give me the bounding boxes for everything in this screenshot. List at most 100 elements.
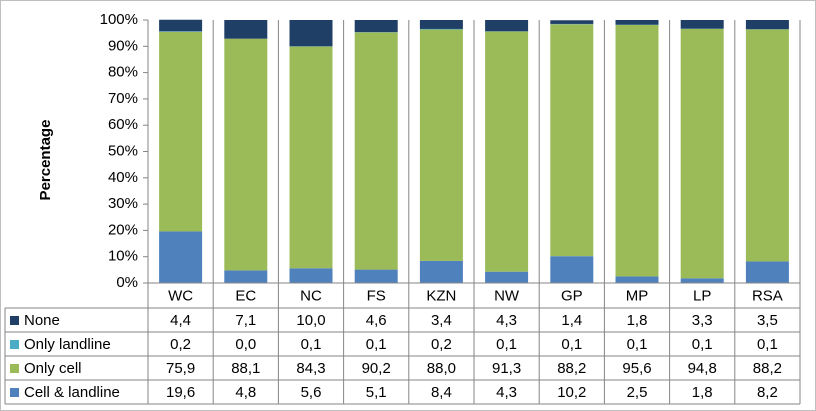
table-value: 0,0	[235, 336, 256, 353]
y-tick-label: 60%	[108, 116, 138, 133]
table-value: 0,1	[561, 336, 582, 353]
bar-segment	[159, 231, 203, 283]
y-tick-label: 70%	[108, 90, 138, 107]
bar-segment	[224, 20, 268, 39]
table-value: 88,2	[557, 360, 586, 377]
bar-segment	[550, 20, 594, 24]
bar-segment	[159, 19, 203, 32]
table-value: 75,9	[166, 360, 195, 377]
bar-segment	[615, 276, 659, 283]
bar-segment	[680, 20, 724, 29]
table-value: 95,6	[622, 360, 651, 377]
table-value: 0,1	[496, 336, 517, 353]
legend-label: None	[24, 312, 60, 329]
y-tick-label: 30%	[108, 195, 138, 212]
bar-segment	[745, 29, 789, 262]
bar-segment	[419, 29, 463, 261]
legend-marker	[10, 340, 19, 349]
bar-segment	[485, 31, 529, 272]
y-tick-label: 40%	[108, 169, 138, 186]
bar-segment	[289, 46, 333, 269]
table-value: 0,1	[627, 336, 648, 353]
table-value: 5,1	[366, 384, 387, 401]
table-value: 4,4	[170, 312, 191, 329]
x-tick-label: MP	[626, 287, 649, 304]
y-tick-label: 100%	[100, 11, 138, 28]
legend-label: Only landline	[24, 336, 111, 353]
bar-segment	[615, 20, 659, 25]
legend-label: Cell & landline	[24, 384, 120, 401]
table-value: 1,4	[561, 312, 582, 329]
table-value: 90,2	[362, 360, 391, 377]
table-value: 7,1	[235, 312, 256, 329]
bar-segment	[550, 24, 594, 257]
table-value: 4,3	[496, 312, 517, 329]
bar-segment	[615, 24, 659, 277]
bar-segment	[159, 31, 203, 232]
bar-segment	[485, 20, 529, 32]
x-tick-label: FS	[367, 287, 386, 304]
x-tick-label: WC	[168, 287, 193, 304]
table-value: 0,2	[431, 336, 452, 353]
x-tick-label: RSA	[752, 287, 783, 304]
x-tick-label: NC	[300, 287, 322, 304]
bar-segment	[550, 256, 594, 283]
bar-segment	[159, 31, 203, 32]
y-tick-label: 50%	[108, 142, 138, 159]
bar-segment	[680, 28, 724, 279]
x-tick-label: KZN	[426, 287, 456, 304]
legend-label: Only cell	[24, 360, 82, 377]
table-value: 4,6	[366, 312, 387, 329]
table-value: 0,1	[301, 336, 322, 353]
table-value: 0,1	[692, 336, 713, 353]
table-value: 0,2	[170, 336, 191, 353]
table-value: 4,8	[235, 384, 256, 401]
legend-marker	[10, 388, 19, 397]
x-tick-label: NW	[494, 287, 520, 304]
y-tick-label: 80%	[108, 64, 138, 81]
bar-segment	[419, 28, 463, 30]
table-value: 3,4	[431, 312, 452, 329]
table-value: 2,5	[627, 384, 648, 401]
bar-segment	[419, 260, 463, 283]
bar-segment	[680, 278, 724, 283]
bar-segment	[419, 20, 463, 29]
table-value: 10,0	[296, 312, 325, 329]
bar-segment	[224, 270, 268, 283]
bar-segment	[745, 20, 789, 30]
y-tick-label: 10%	[108, 248, 138, 265]
bar-segment	[485, 271, 529, 283]
table-value: 3,3	[692, 312, 713, 329]
table-value: 91,3	[492, 360, 521, 377]
bar-segment	[289, 268, 333, 283]
bar-segment	[354, 269, 398, 283]
y-tick-label: 0%	[116, 274, 138, 291]
x-tick-label: EC	[235, 287, 256, 304]
bar-segment	[224, 38, 268, 271]
table-value: 1,8	[627, 312, 648, 329]
x-tick-label: GP	[561, 287, 583, 304]
table-value: 0,1	[757, 336, 778, 353]
table-value: 8,2	[757, 384, 778, 401]
bar-segment	[745, 261, 789, 283]
bar-segment	[289, 20, 333, 47]
table-value: 8,4	[431, 384, 452, 401]
legend-marker	[10, 364, 19, 373]
bar-segment	[354, 32, 398, 270]
table-value: 88,1	[231, 360, 260, 377]
table-value: 4,3	[496, 384, 517, 401]
table-value: 1,8	[692, 384, 713, 401]
table-value: 0,1	[366, 336, 387, 353]
y-tick-label: 90%	[108, 37, 138, 54]
table-value: 88,0	[427, 360, 456, 377]
table-value: 10,2	[557, 384, 586, 401]
y-tick-label: 20%	[108, 221, 138, 238]
y-axis-label: Percentage	[37, 120, 54, 201]
legend-marker	[10, 316, 19, 325]
table-value: 94,8	[688, 360, 717, 377]
table-value: 88,2	[753, 360, 782, 377]
table-value: 84,3	[296, 360, 325, 377]
table-value: 19,6	[166, 384, 195, 401]
